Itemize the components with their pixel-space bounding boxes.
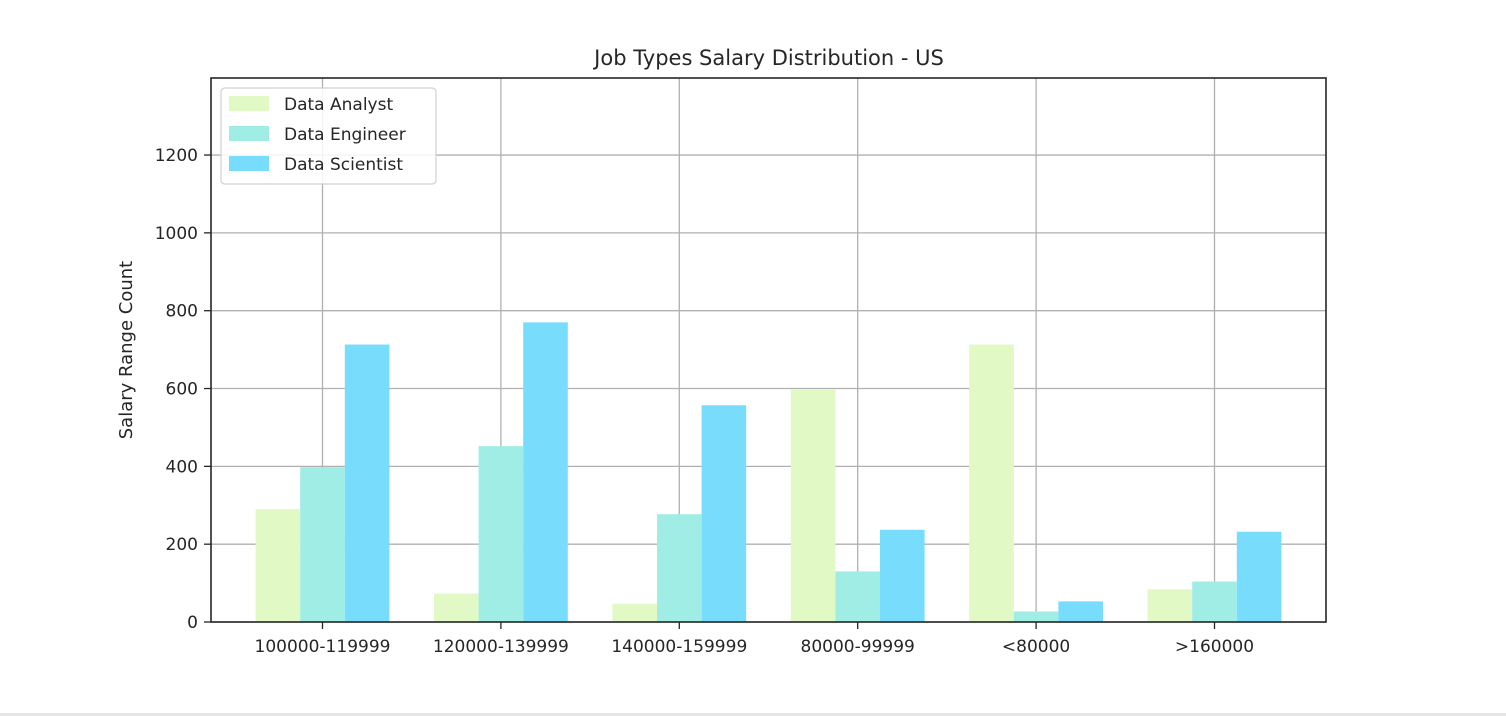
bar-data-scientist [1058, 601, 1103, 622]
legend-label: Data Analyst [284, 95, 393, 115]
y-tick-label: 400 [166, 457, 198, 477]
bar-data-engineer [1192, 581, 1237, 622]
bar-data-engineer [657, 514, 702, 622]
x-tick-label: 120000-139999 [433, 637, 569, 657]
legend-box [220, 87, 437, 185]
y-tick-label: 200 [166, 535, 198, 555]
plot-frame [210, 77, 1327, 623]
cell-divider [0, 713, 1506, 716]
bar-data-engineer [478, 446, 524, 622]
bar-data-scientist [1236, 531, 1282, 622]
legend-label: Data Engineer [284, 125, 406, 145]
bar-data-analyst [1147, 589, 1193, 622]
x-tick-label: 100000-119999 [255, 637, 391, 657]
legend-swatch [229, 96, 269, 111]
bar-data-analyst [790, 389, 836, 622]
x-tick-label: 80000-99999 [801, 637, 915, 657]
bar-data-analyst [969, 344, 1014, 622]
bars [255, 322, 1282, 622]
legend-label: Data Scientist [284, 155, 403, 175]
bar-data-scientist [344, 344, 390, 622]
x-tick-label: <80000 [1002, 637, 1070, 657]
grid-lines [211, 78, 1326, 623]
bar-data-engineer [300, 467, 345, 622]
chart-title: Job Types Salary Distribution - US [592, 46, 944, 70]
bar-data-engineer [835, 571, 880, 622]
bar-data-analyst [434, 593, 479, 622]
y-tick-label: 1200 [155, 146, 198, 166]
y-axis-label: Salary Range Count [116, 261, 137, 440]
bar-data-scientist [523, 322, 568, 622]
legend-swatch [229, 126, 269, 141]
x-tick-label: >160000 [1175, 637, 1254, 657]
bar-data-engineer [1013, 611, 1059, 622]
legend-swatch [229, 156, 269, 171]
bar-data-analyst [612, 603, 657, 622]
x-tick-label: 140000-159999 [611, 637, 747, 657]
y-tick-label: 600 [166, 380, 198, 400]
bar-data-scientist [701, 405, 747, 622]
y-tick-label: 0 [187, 613, 198, 633]
bar-data-scientist [880, 529, 925, 622]
bar-data-analyst [255, 509, 301, 622]
legend: Data Analyst Data Engineer Data Scientist [220, 87, 437, 185]
y-tick-label: 1000 [155, 224, 198, 244]
axis-ticks: 0 200 400 600 800 1000 1200 100000-119999 120000… [155, 146, 1254, 657]
y-tick-label: 800 [166, 302, 198, 322]
